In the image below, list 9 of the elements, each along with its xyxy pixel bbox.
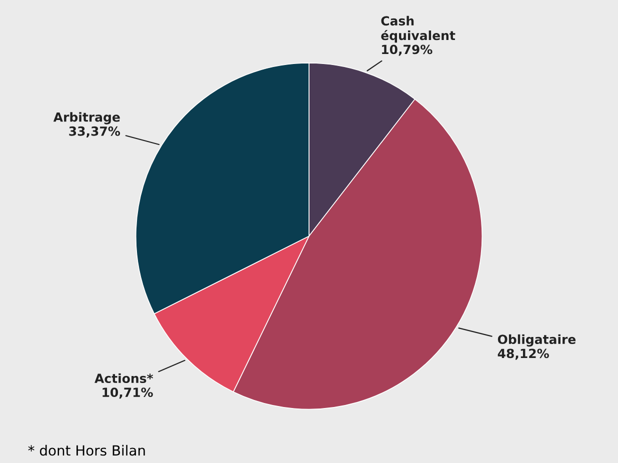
data-label: 48,12% [498,348,549,360]
slice-label: Obligataire [498,334,576,347]
slice-label: Cash équivalent [381,16,456,43]
text: * dont Hors Bilan [28,444,145,456]
slice-label: Arbitrage [53,112,120,124]
data-label: 10,79% [382,44,432,56]
data-label: 10,71% [102,388,153,399]
data-label: 33,37% [69,126,120,138]
slice-label: Actions* [94,373,154,384]
